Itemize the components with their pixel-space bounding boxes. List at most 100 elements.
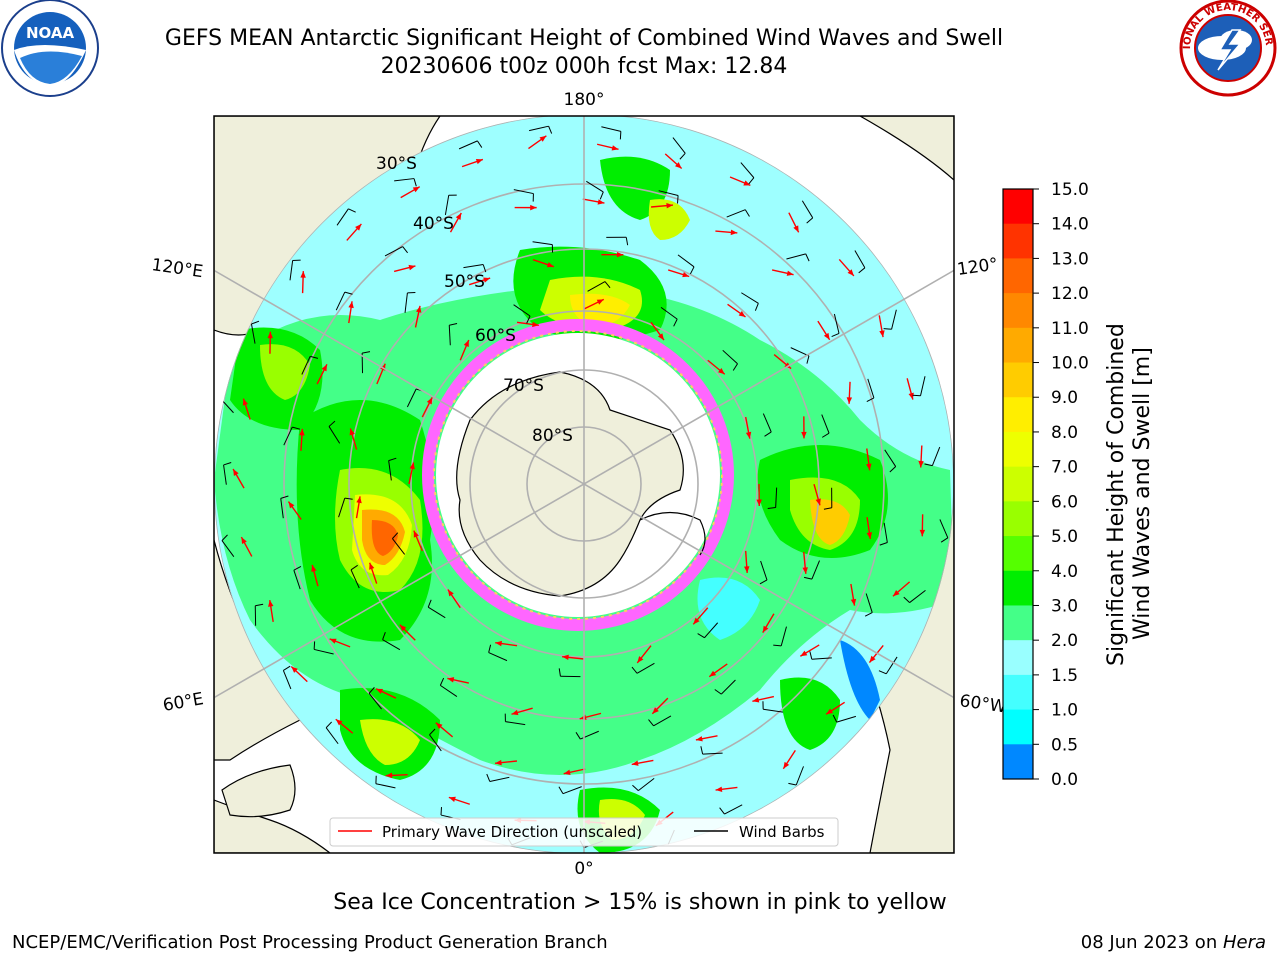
wind-barb [760, 560, 768, 581]
meridian-lines [214, 116, 954, 853]
wave-arrowhead [783, 761, 790, 769]
wave-arrowhead [355, 223, 362, 231]
wave-arrowhead [682, 271, 690, 278]
wind-barb-flag [697, 633, 705, 639]
wave-arrowhead [335, 719, 343, 726]
wind-barb [289, 260, 294, 281]
wind-barb-flag [832, 714, 838, 723]
wind-barb [513, 304, 531, 317]
colorbar-tick-label: 0.5 [1051, 735, 1078, 755]
wind-barb [741, 292, 759, 304]
lat-label-80s: 80°S [532, 426, 573, 446]
wave-arrowhead [866, 532, 873, 539]
wind-barb [314, 648, 334, 655]
wind-barb [282, 670, 292, 690]
wind-barb [458, 140, 478, 150]
wind-barb-flag [488, 644, 492, 653]
wave-arrowhead [563, 769, 571, 775]
wave-arrowhead [349, 428, 355, 436]
wave-arrowhead [399, 624, 407, 632]
wave-arrowhead [288, 501, 295, 509]
colorbar-frame [1002, 188, 1034, 780]
wind-barb-flag [427, 599, 432, 608]
lat-label-60s: 60°S [475, 326, 516, 346]
wave-arrowhead [745, 431, 752, 439]
colorbar-segment [1003, 501, 1033, 537]
wave-arrowhead [786, 270, 794, 276]
wave-arrowhead [675, 162, 682, 169]
wind-barb [448, 325, 451, 346]
wind-barb-flag [439, 677, 445, 686]
wind-barb-flag [679, 152, 686, 160]
colorbar-tick-label: 1.0 [1051, 701, 1078, 721]
wave-arrowhead [801, 431, 807, 439]
wave-arrowhead [329, 638, 337, 644]
wind-barb [811, 657, 832, 660]
wave-arrowhead [413, 530, 419, 538]
wind-barb [939, 519, 949, 539]
colorbar-tick-label: 0.0 [1051, 770, 1078, 790]
noaa-logo: NOAA [1, 0, 99, 97]
wind-barb-flag [631, 666, 638, 674]
wind-barb [884, 449, 897, 467]
wind-barb-flag [759, 579, 768, 585]
wind-barb-flag [858, 267, 866, 274]
wave-arrowhead [652, 707, 659, 714]
wind-barb-flag [310, 355, 319, 359]
map-legend: Primary Wave Direction (unscaled) Wind B… [329, 817, 839, 847]
colorbar: 15.0 14.0 13.0 12.0 11.0 10.0 9.0 8.0 7.0 6.0 5.0 4… [1002, 180, 1089, 790]
colorbar-tick-label: 14.0 [1051, 215, 1089, 235]
wind-barb-flag [632, 784, 639, 791]
legend-item-wind-barbs: Wind Barbs [739, 823, 825, 841]
wind-barb [586, 180, 604, 193]
footer-host: Hera [1222, 932, 1266, 953]
wind-barb [406, 388, 417, 408]
wave-arrowhead [448, 796, 456, 802]
wave-arrowhead [455, 213, 462, 220]
wave-arrowhead [718, 368, 725, 375]
wave-arrowhead [715, 786, 723, 792]
wave-arrowhead [268, 600, 274, 607]
wave-arrowhead [291, 666, 298, 673]
wind-barb [601, 126, 621, 132]
wind-barb-flag [599, 191, 604, 200]
wind-barb-flag [486, 773, 491, 782]
wave-arrowhead [908, 392, 914, 400]
colorbar-tick-label: 5.0 [1051, 527, 1078, 547]
wind-barb-flag [878, 670, 887, 675]
wind-barb [221, 540, 235, 558]
wind-barb [513, 189, 534, 195]
wind-barb-flag [823, 507, 832, 510]
wind-barb [336, 208, 349, 226]
wave-arrowhead [412, 186, 420, 193]
wind-barb [677, 254, 695, 268]
wind-barb-flag [449, 323, 458, 326]
wind-barb-flag [648, 719, 654, 727]
wave-arrowhead [463, 339, 469, 347]
wind-barb [488, 652, 508, 662]
wind-barb [505, 721, 526, 726]
wave-arrowhead [495, 640, 502, 647]
wave-arrowhead [869, 655, 876, 663]
wind-barb [382, 639, 401, 651]
antarctica-landmass [456, 371, 684, 597]
wind-barb [821, 414, 830, 434]
wind-barb-flag [477, 140, 483, 148]
wind-barb [790, 347, 810, 357]
wave-direction-arrows [232, 135, 926, 827]
map-border [213, 115, 955, 854]
colorbar-segment [1003, 293, 1033, 329]
wave-arrowhead [738, 311, 746, 317]
wind-barb-flag [344, 291, 353, 295]
wave-arrowhead [299, 428, 305, 436]
wave-arrowhead [695, 736, 703, 742]
svg-text:NATIONAL WEATHER SERVICE: NATIONAL WEATHER SERVICE [0, 0, 1274, 49]
wind-barb [722, 349, 738, 365]
colorbar-tick-label: 3.0 [1051, 596, 1078, 616]
wind-barb [328, 426, 341, 444]
wind-barb-flag [325, 721, 333, 729]
wind-barb-flag [368, 687, 375, 694]
colorbar-tick-label: 7.0 [1051, 458, 1078, 478]
wind-barb [532, 241, 553, 246]
wave-arrowhead [579, 714, 587, 720]
